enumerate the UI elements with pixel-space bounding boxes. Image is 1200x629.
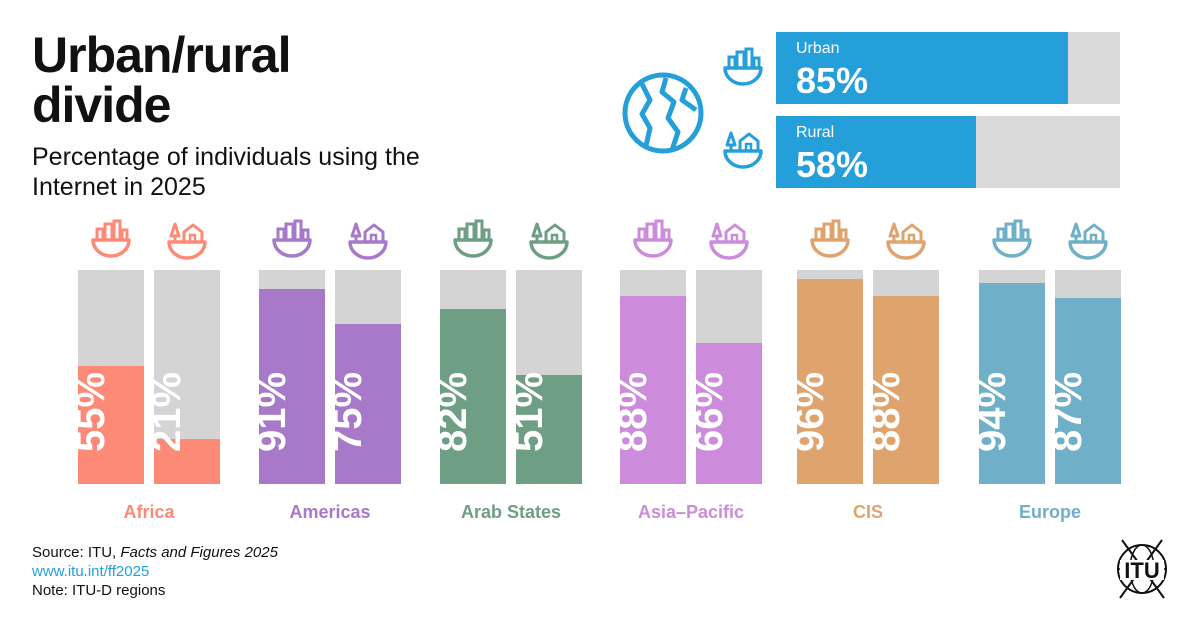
city-bowl-icon [630,218,676,269]
bar-value-arab-states-rural: 51% [507,371,551,452]
rural-summary-fill [776,116,976,188]
village-bowl-icon [883,218,929,269]
source-link[interactable]: www.itu.int/ff2025 [32,563,150,580]
bar-value-asia-pacific-rural: 66% [687,371,731,452]
bar-track-arab-states-urban: 82% [431,270,506,484]
source-note: Note: ITU-D regions [32,582,166,599]
region-label-africa: Africa [123,502,175,522]
city-bowl-icon [450,218,496,269]
source-line: Source: ITU, Facts and Figures 2025 [32,543,278,562]
bar-americas-urban [259,289,325,484]
bar-track-cis-rural: 88% [864,270,939,484]
bar-americas-rural [335,323,401,484]
bar-value-africa-urban: 55% [69,371,113,452]
village-bowl-icon [345,218,391,269]
city-bowl-icon [989,218,1035,269]
city-bowl-icon [807,218,853,269]
bar-value-arab-states-urban: 82% [431,371,475,452]
bar-europe-urban [979,282,1045,484]
bar-track-asia-pacific-urban: 88% [611,270,686,484]
bar-europe-rural [1055,297,1121,484]
chart-title: Urban/rural divide [32,27,292,133]
bar-track-asia-pacific-rural: 66% [687,270,762,484]
bar-africa-rural [154,439,220,484]
bar-value-cis-rural: 88% [864,371,908,452]
bar-track-africa-rural: 21% [145,270,220,484]
bar-track-europe-rural: 87% [1046,270,1121,484]
bar-track-africa-urban: 55% [69,270,144,484]
itu-logo: ITU [1117,539,1167,599]
bar-track-europe-urban: 94% [970,270,1045,484]
region-label-europe: Europe [1018,502,1081,522]
bar-asia-pacific-rural [696,342,762,484]
bar-track-cis-urban: 96% [788,270,863,484]
bar-africa-urban [78,366,144,484]
bar-value-americas-urban: 91% [250,371,294,452]
source-publication: Facts and Figures 2025 [120,544,278,561]
bar-track-americas-rural: 75% [326,270,401,484]
source-prefix: Source: ITU, [32,544,121,561]
rural-summary-value: 58% [796,144,869,185]
bar-value-europe-rural: 87% [1046,371,1090,452]
bar-arab-states-rural [516,374,582,484]
bar-value-europe-urban: 94% [970,371,1014,452]
city-bowl-icon [88,218,134,269]
region-label-asia-pacific: Asia–Pacific [637,502,745,522]
bar-arab-states-urban [440,308,506,484]
city-bowl-icon [269,218,315,269]
region-label-americas: Americas [289,502,371,522]
village-bowl-icon [164,218,210,269]
source-block: Source: ITU, Facts and Figures 2025 www.… [32,543,278,600]
rural-summary-label: Rural [796,124,835,141]
chart-subtitle: Percentage of individuals using the Inte… [32,143,420,201]
bar-value-cis-urban: 96% [788,371,832,452]
bar-value-asia-pacific-urban: 88% [611,371,655,452]
village-bowl-icon [723,131,763,169]
rural-summary-bar: Rural 58% [776,116,1120,188]
urban-summary-bar: Urban 85% [776,32,1120,104]
village-bowl-icon [526,218,572,269]
region-label-cis: CIS [852,502,883,522]
bar-cis-urban [797,278,863,484]
globe-icon [622,72,704,154]
bar-value-africa-rural: 21% [145,371,189,452]
svg-text:ITU: ITU [1124,558,1159,583]
city-bowl-icon [723,47,763,86]
urban-summary-value: 85% [796,60,869,101]
bar-track-arab-states-rural: 51% [507,270,582,484]
bar-cis-rural [873,295,939,484]
region-label-arab-states: Arab States [460,502,562,522]
bar-asia-pacific-urban [620,295,686,484]
village-bowl-icon [706,218,752,269]
urban-summary-label: Urban [796,40,840,57]
urban-summary-fill [776,32,1069,104]
bar-track-americas-urban: 91% [250,270,325,484]
village-bowl-icon [1065,218,1111,269]
bar-value-americas-rural: 75% [326,371,370,452]
